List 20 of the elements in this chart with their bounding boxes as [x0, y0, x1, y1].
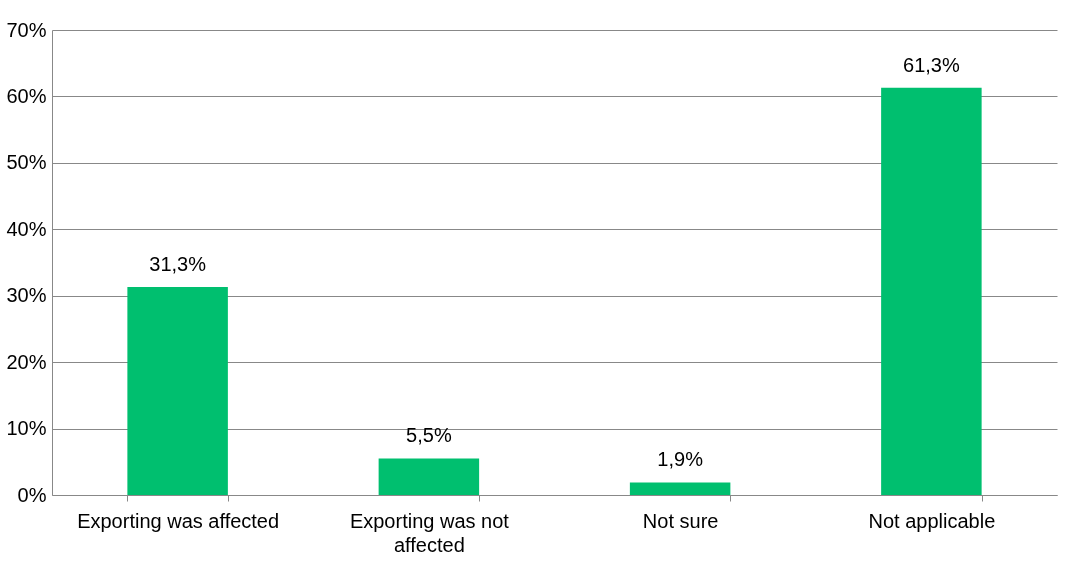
data-label: 31,3%: [149, 253, 207, 276]
y-tick-label: 70%: [6, 18, 47, 41]
bar: [127, 287, 228, 495]
y-tick-label: 60%: [6, 84, 47, 107]
bar: [629, 482, 731, 495]
data-label: 5,5%: [406, 424, 452, 447]
y-tick-label: 10%: [6, 417, 47, 440]
data-label: 61,3%: [903, 53, 960, 76]
x-tick-label: Not applicable: [868, 509, 996, 532]
x-tick-label: Not sure: [642, 509, 719, 532]
y-tick-label: 30%: [6, 284, 47, 307]
y-tick-label: 20%: [6, 350, 47, 373]
y-tick-label: 0%: [17, 483, 47, 506]
bar: [881, 87, 982, 495]
x-tick-label: Exporting was affected: [77, 509, 280, 532]
data-label: 1,9%: [657, 448, 704, 471]
bar: [378, 458, 480, 495]
y-tick-label: 40%: [6, 217, 47, 240]
x-tick-label: Exporting was not affected: [349, 509, 510, 556]
y-tick-label: 50%: [6, 151, 47, 174]
